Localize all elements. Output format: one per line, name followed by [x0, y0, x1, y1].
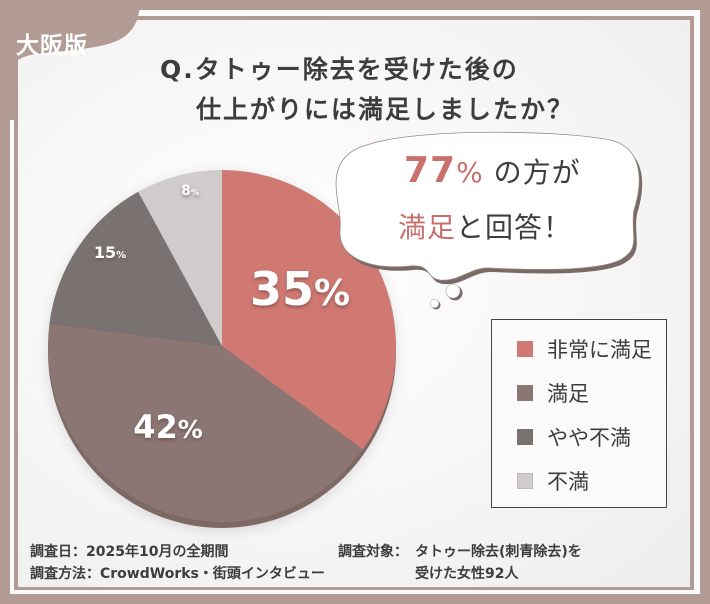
- question-title-line2: 仕上がりには満足しましたか？: [196, 95, 575, 124]
- pie-slice-4: [138, 170, 222, 346]
- pie-slice-3: [49, 191, 223, 346]
- pie-label-1: 35%: [250, 262, 350, 316]
- callout-line2: 満足と回答！: [398, 206, 572, 246]
- region-badge: 大阪版: [16, 33, 88, 59]
- survey-method: 調査方法：CrowdWorks・街頭インタビュー: [30, 566, 325, 582]
- callout-line2-accent: 満足: [398, 211, 457, 244]
- legend-item: 満足: [517, 378, 589, 408]
- pie-slice-2: [48, 323, 363, 522]
- legend-item: 不満: [517, 466, 589, 496]
- question-title-line1: Q.タトゥー除去を受けた後の: [160, 55, 519, 84]
- legend-label: 満足: [547, 382, 589, 406]
- legend-swatch: [517, 385, 533, 401]
- callout-line2-rest: と回答！: [456, 211, 573, 244]
- callout-percent: 77: [404, 150, 457, 191]
- speech-bubble: [335, 131, 643, 310]
- callout-line1-rest: の方が: [493, 156, 581, 189]
- badge-shape: [0, 0, 140, 120]
- survey-target-line2: 受けた女性92人: [415, 566, 519, 582]
- callout-line1: 77% の方が: [404, 150, 581, 191]
- survey-date: 調査日：2025年10月の全期間: [30, 544, 229, 560]
- legend-swatch: [517, 429, 533, 445]
- legend-item: やや不満: [517, 422, 631, 452]
- legend-label: やや不満: [547, 426, 631, 450]
- pie-label-4: 8%: [181, 183, 199, 199]
- chart-legend: 非常に満足 満足 やや不満 不満: [491, 319, 667, 508]
- callout-percent-sign: %: [456, 156, 484, 189]
- legend-label: 非常に満足: [547, 338, 652, 362]
- legend-label: 不満: [547, 470, 589, 494]
- pie-label-3: 15%: [94, 243, 126, 262]
- legend-swatch: [517, 341, 533, 357]
- legend-swatch: [517, 473, 533, 489]
- survey-target-label: 調査対象：: [338, 544, 408, 560]
- survey-target-line1: タトゥー除去(刺青除去)を: [415, 544, 582, 560]
- legend-item: 非常に満足: [517, 334, 652, 364]
- pie-label-2: 42%: [133, 408, 203, 446]
